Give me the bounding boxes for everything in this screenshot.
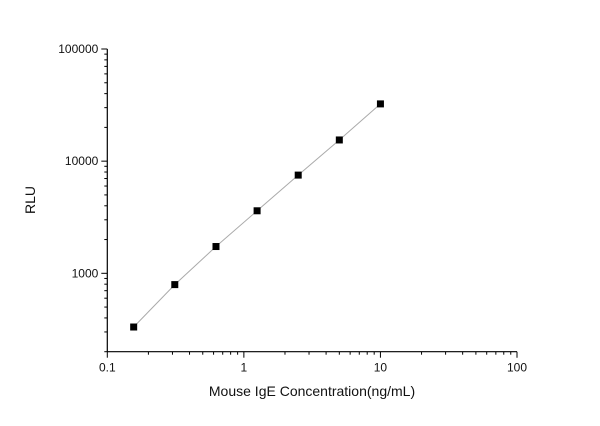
data-point — [212, 243, 220, 251]
series — [130, 100, 384, 331]
x-tick-label: 1 — [241, 361, 248, 375]
y-tick-label: 10000 — [65, 154, 99, 168]
axes — [106, 49, 517, 353]
data-point — [294, 171, 302, 179]
x-tick-label: 10 — [374, 361, 388, 375]
data-point — [335, 136, 343, 144]
y-tick-label: 1000 — [72, 266, 99, 280]
ticks: 0.1 1 10 100 1000 10000 100000 — [58, 42, 527, 375]
y-tick-label: 100000 — [58, 42, 98, 56]
x-tick-label: 0.1 — [99, 361, 116, 375]
data-point — [130, 323, 138, 331]
y-axis-label: RLU — [22, 186, 38, 214]
data-point — [376, 100, 384, 108]
series-line — [133, 103, 381, 328]
data-point — [171, 281, 179, 289]
x-tick-label: 100 — [507, 361, 527, 375]
x-axis-label: Mouse IgE Concentration(ng/mL) — [209, 383, 415, 399]
data-point — [253, 207, 261, 215]
